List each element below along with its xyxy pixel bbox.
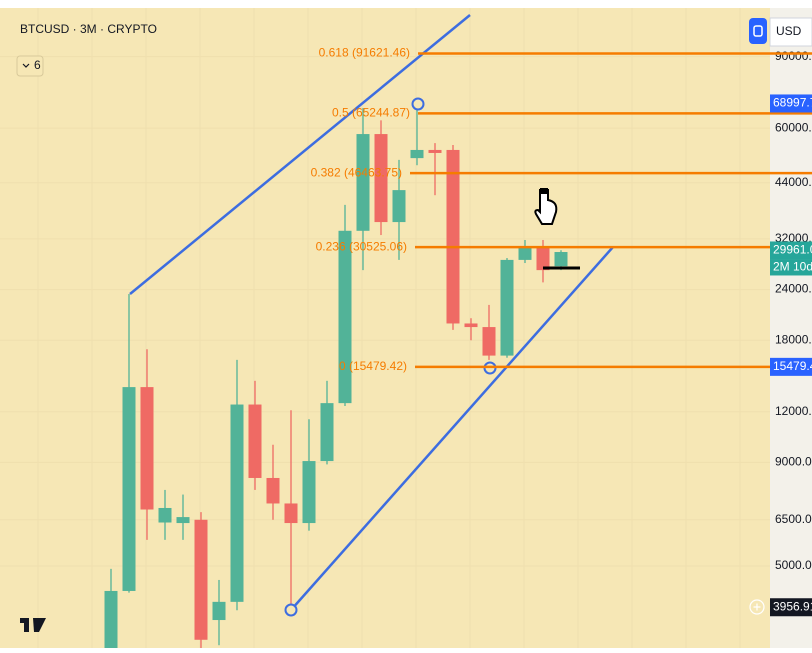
candles (104, 103, 568, 648)
price-label: 29961.07 (773, 243, 812, 257)
candle-body (482, 327, 496, 356)
candle-body (410, 149, 424, 159)
candle-body (374, 134, 388, 223)
currency-box[interactable] (769, 17, 812, 47)
candle-body (122, 387, 136, 591)
candle-body (500, 259, 514, 356)
price-label-box (770, 94, 812, 113)
plot-area (0, 8, 770, 648)
fib-label: 0.618 (91621.46) (319, 46, 410, 60)
tv-logo (20, 618, 46, 632)
price-label: 15479.42 (773, 359, 812, 373)
candle-body (536, 247, 550, 271)
candle-body (464, 323, 478, 328)
fib-label: 0.236 (30525.06) (316, 239, 407, 253)
candle-body (212, 601, 226, 621)
symbol-title: BTCUSD · 3M · CRYPTO (20, 22, 157, 36)
price-label: 3956.91 (773, 599, 812, 613)
candle-body (104, 590, 118, 648)
candle-body (266, 477, 280, 504)
candle-body (194, 519, 208, 640)
y-tick-label: 18000.00 (775, 332, 812, 346)
candle-body (284, 503, 298, 524)
fib-label: 0.382 (46463.75) (311, 165, 402, 179)
chevron (22, 63, 30, 68)
drawings (129, 14, 614, 611)
scale-button[interactable] (749, 18, 767, 44)
candle-body (392, 190, 406, 223)
logo-part (24, 618, 29, 632)
fib-label: 0 (15479.42) (339, 359, 407, 373)
y-tick-label: 6500.00 (775, 512, 812, 526)
indicator-toggle[interactable] (16, 55, 44, 77)
fib-label: 0.5 (65244.87) (332, 105, 410, 119)
scale-icon (753, 25, 763, 37)
candle-body (302, 461, 316, 524)
y-tick-label: 9000.00 (775, 455, 812, 469)
countdown-box (770, 259, 812, 276)
cuff (540, 188, 548, 194)
candle-body (320, 403, 334, 462)
price-label-box (770, 241, 812, 260)
logo-part (33, 618, 46, 632)
y-tick-label: 90000.00 (775, 49, 812, 63)
anchor (411, 97, 425, 111)
grid (0, 8, 770, 648)
plus-button[interactable] (749, 599, 765, 615)
price-label-box (770, 357, 812, 376)
candle-body (338, 230, 352, 404)
y-tick-label: 12000.00 (775, 404, 812, 418)
plus-icon (753, 603, 761, 611)
candle-body (446, 149, 460, 324)
candle-body (356, 134, 370, 231)
indicator-count: 6 (34, 58, 41, 72)
anchor (284, 603, 298, 617)
candle-body (176, 517, 190, 524)
y-tick-label: 24000.00 (775, 282, 812, 296)
y-tick-label: 44000.00 (775, 175, 812, 189)
candle-body (248, 404, 262, 478)
price-label: 68997.79 (773, 96, 812, 110)
price-axis (770, 8, 812, 648)
candle-body (428, 149, 442, 153)
countdown: 2M 10d (773, 260, 812, 274)
currency: USD (776, 24, 802, 38)
y-tick-label: 60000.00 (775, 120, 812, 134)
candle-body (518, 247, 532, 260)
channel-lower (290, 246, 614, 611)
channel-upper (129, 14, 471, 295)
hand-icon (534, 188, 580, 270)
candle-body (230, 404, 244, 602)
price-label-box (770, 598, 812, 617)
candle-body (158, 507, 172, 523)
candle-body (140, 387, 154, 510)
candle-body (554, 252, 568, 267)
y-tick-label: 5000.00 (775, 558, 812, 572)
pointer-hand (534, 189, 558, 225)
